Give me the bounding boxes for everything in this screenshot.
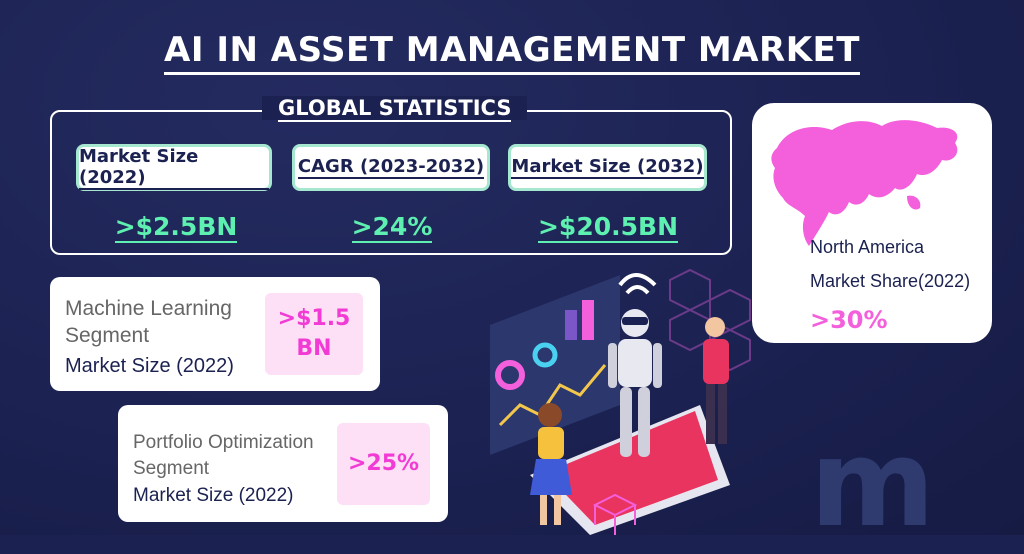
region-metric: Market Share(2022) bbox=[810, 271, 971, 291]
region-name: North America bbox=[810, 237, 925, 257]
wifi-icon bbox=[618, 273, 657, 295]
segment-name-line1: Portfolio Optimization bbox=[133, 432, 314, 453]
segment-name-line2: Segment bbox=[65, 324, 150, 347]
ai-robot-illustration bbox=[490, 268, 751, 535]
segment-name-line1: Machine Learning bbox=[65, 297, 232, 320]
robot-icon bbox=[608, 309, 662, 457]
global-stats-label: GLOBAL STATISTICS bbox=[262, 96, 528, 122]
page-title: AI IN ASSET MANAGEMENT MARKET bbox=[0, 30, 1024, 75]
segment-card-portfolio-optimization: Portfolio Optimization Segment Market Si… bbox=[118, 405, 448, 522]
segment-value-line2: BN bbox=[296, 336, 332, 361]
stat-value-market-size-2032: >$20.5BN bbox=[537, 212, 678, 243]
region-value: >30% bbox=[810, 306, 888, 334]
segment-value: >25% bbox=[337, 423, 430, 505]
segment-name-line2: Segment bbox=[133, 458, 210, 479]
stat-card-market-size-2032: Market Size (2032) bbox=[508, 144, 707, 191]
stat-card-market-size-2022: Market Size (2022) bbox=[76, 144, 272, 191]
man-figure bbox=[703, 317, 729, 444]
segment-card-machine-learning: Machine Learning Segment Market Size (20… bbox=[50, 277, 380, 391]
woman-figure bbox=[530, 403, 572, 525]
region-card: North America Market Share(2022) >30% bbox=[752, 103, 992, 343]
segment-size-label: Market Size (2022) bbox=[133, 485, 294, 506]
stat-card-cagr: CAGR (2023-2032) bbox=[292, 144, 490, 191]
segment-value: >$1.5 BN bbox=[265, 293, 363, 375]
cube-icon bbox=[592, 493, 638, 535]
segment-value-line1: >25% bbox=[347, 451, 420, 476]
watermark-logo: m bbox=[810, 415, 935, 554]
world-map-icon bbox=[771, 120, 958, 246]
stat-value-market-size-2022: >$2.5BN bbox=[114, 212, 238, 243]
stat-value-cagr: >24% bbox=[351, 212, 433, 243]
segment-size-label: Market Size (2022) bbox=[65, 355, 234, 377]
segment-value-line1: >$1.5 bbox=[277, 306, 351, 331]
